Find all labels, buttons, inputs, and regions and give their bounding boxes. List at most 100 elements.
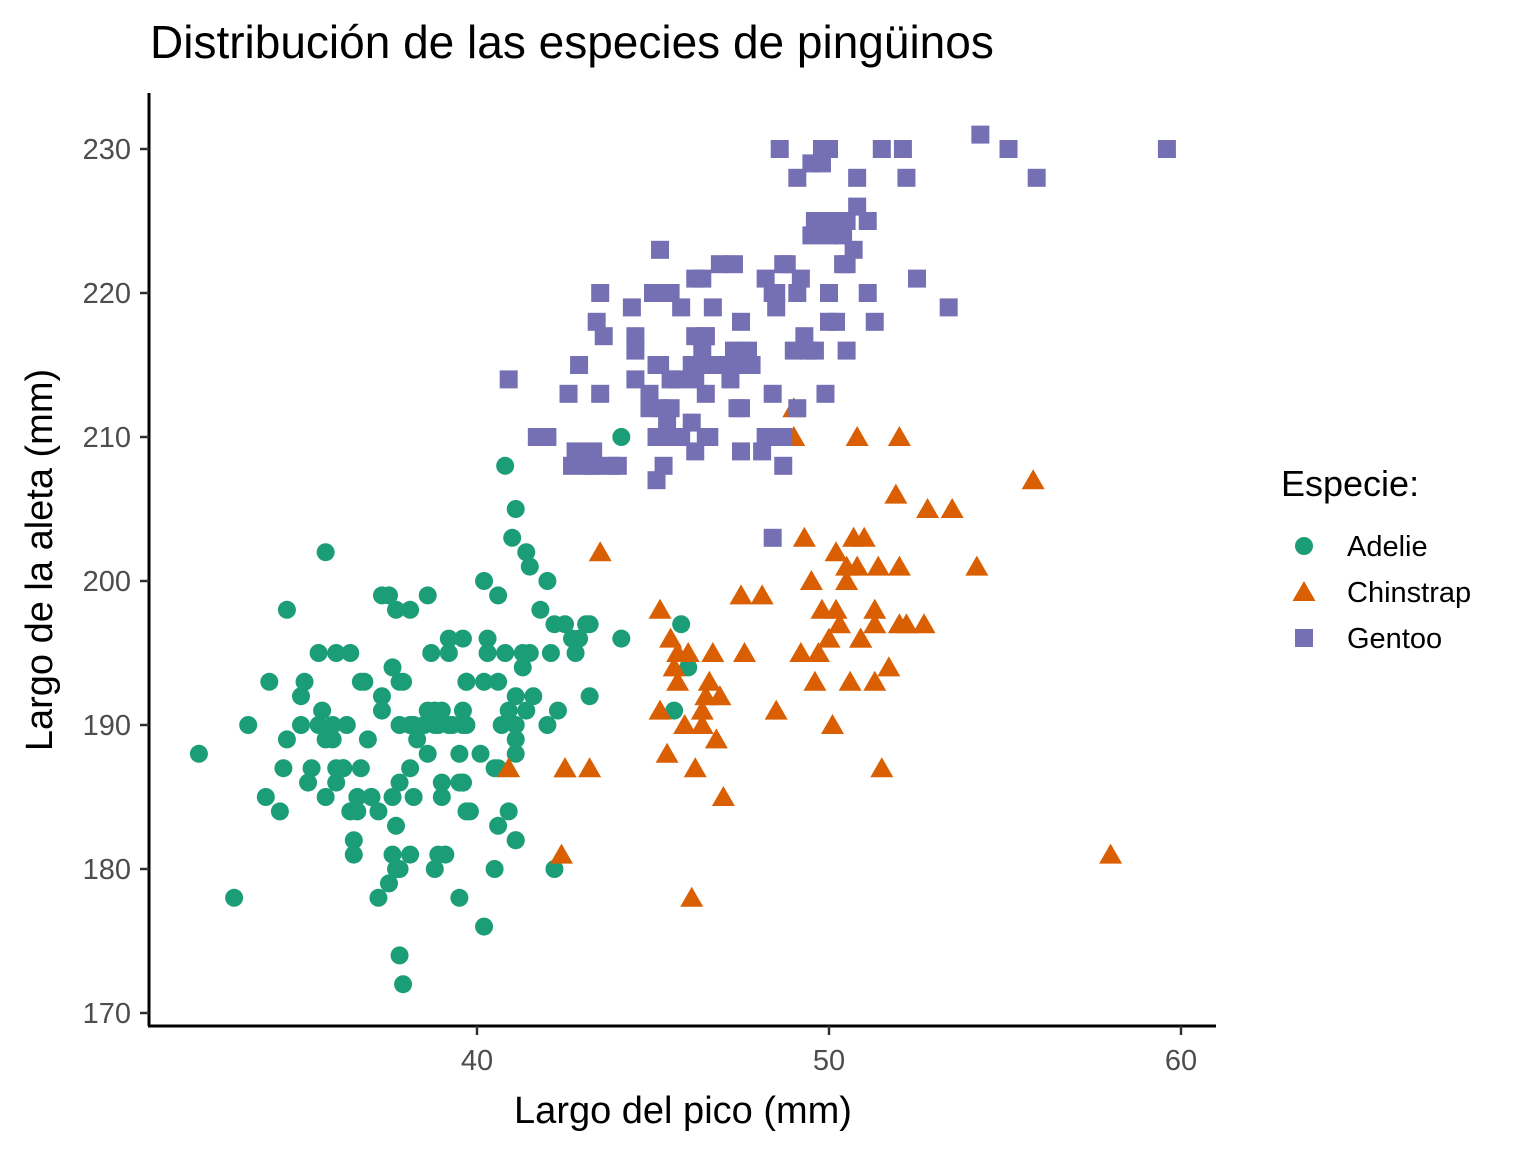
point-chinstrap xyxy=(701,642,725,662)
point-adelie xyxy=(475,672,494,691)
point-chinstrap xyxy=(912,613,936,634)
point-adelie xyxy=(372,687,391,706)
point-adelie xyxy=(513,658,532,677)
point-chinstrap xyxy=(792,526,816,547)
legend-key-gentoo xyxy=(1295,629,1313,647)
legend-label: Chinstrap xyxy=(1347,577,1471,609)
point-gentoo xyxy=(763,384,782,403)
point-adelie xyxy=(489,816,508,835)
point-chinstrap xyxy=(683,757,707,778)
point-gentoo xyxy=(570,356,589,374)
point-adelie xyxy=(612,629,631,648)
point-adelie xyxy=(492,716,511,734)
point-adelie xyxy=(471,744,490,763)
point-adelie xyxy=(506,831,525,850)
point-chinstrap xyxy=(549,843,573,864)
point-chinstrap xyxy=(673,714,697,734)
point-gentoo xyxy=(848,197,867,216)
point-chinstrap xyxy=(764,699,788,720)
point-gentoo xyxy=(908,269,926,288)
point-adelie xyxy=(323,716,342,734)
point-adelie xyxy=(295,672,314,691)
point-adelie xyxy=(369,802,388,821)
point-chinstrap xyxy=(553,757,577,778)
legend-item-gentoo: Gentoo xyxy=(1295,623,1442,655)
point-gentoo xyxy=(791,269,810,288)
point-gentoo xyxy=(584,456,603,475)
point-adelie xyxy=(499,701,518,720)
point-adelie xyxy=(189,744,208,763)
point-gentoo xyxy=(823,212,842,230)
point-chinstrap xyxy=(863,670,887,691)
point-chinstrap xyxy=(824,598,848,619)
point-adelie xyxy=(478,644,497,662)
data-points xyxy=(189,125,1176,994)
point-gentoo xyxy=(693,341,712,360)
point-gentoo xyxy=(566,442,585,461)
point-adelie xyxy=(475,572,494,590)
point-gentoo xyxy=(686,370,705,389)
x-axis-title: Largo del pico (mm) xyxy=(514,1090,852,1132)
point-gentoo xyxy=(774,456,793,475)
point-gentoo xyxy=(559,384,578,403)
point-gentoo xyxy=(795,327,814,346)
point-chinstrap xyxy=(821,714,845,734)
point-adelie xyxy=(401,600,420,619)
point-gentoo xyxy=(802,226,821,245)
point-adelie xyxy=(503,528,522,547)
point-gentoo xyxy=(499,370,518,389)
point-adelie xyxy=(580,687,599,706)
point-adelie xyxy=(489,586,508,605)
point-adelie xyxy=(401,759,420,778)
point-gentoo xyxy=(591,384,610,403)
point-chinstrap xyxy=(849,627,873,648)
point-gentoo xyxy=(893,140,912,158)
point-chinstrap xyxy=(690,699,714,720)
point-gentoo xyxy=(812,154,831,173)
point-chinstrap xyxy=(842,526,866,547)
point-gentoo xyxy=(587,312,606,331)
point-chinstrap xyxy=(697,670,721,691)
point-adelie xyxy=(348,788,367,806)
point-adelie xyxy=(432,773,451,792)
point-adelie xyxy=(341,644,360,662)
x-tick-label: 40 xyxy=(461,1045,493,1077)
point-gentoo xyxy=(732,399,750,418)
point-gentoo xyxy=(756,269,775,288)
point-adelie xyxy=(344,845,363,864)
point-adelie xyxy=(538,572,557,590)
point-chinstrap xyxy=(1099,843,1123,864)
point-chinstrap xyxy=(704,728,728,749)
point-gentoo xyxy=(644,284,662,302)
point-chinstrap xyxy=(884,483,908,504)
point-adelie xyxy=(541,644,560,662)
point-gentoo xyxy=(798,341,817,360)
point-adelie xyxy=(390,716,409,734)
point-gentoo xyxy=(626,327,645,346)
y-tick-label: 230 xyxy=(83,134,131,166)
point-gentoo xyxy=(858,284,877,302)
point-gentoo xyxy=(651,356,670,374)
point-chinstrap xyxy=(863,598,887,619)
point-gentoo xyxy=(784,341,803,360)
point-gentoo xyxy=(788,399,807,418)
point-chinstrap xyxy=(789,642,813,662)
point-adelie xyxy=(327,759,346,778)
point-gentoo xyxy=(763,528,782,547)
point-chinstrap xyxy=(497,757,521,778)
y-tick-label: 170 xyxy=(83,998,131,1030)
point-adelie xyxy=(277,730,296,749)
point-gentoo xyxy=(872,140,891,158)
point-gentoo xyxy=(724,255,743,274)
point-gentoo xyxy=(767,284,786,302)
point-gentoo xyxy=(601,456,620,475)
point-adelie xyxy=(506,500,525,518)
point-chinstrap xyxy=(894,613,918,634)
legend-item-chinstrap: Chinstrap xyxy=(1292,577,1471,609)
point-gentoo xyxy=(739,341,758,360)
point-chinstrap xyxy=(803,670,827,691)
point-chinstrap xyxy=(817,627,841,648)
point-gentoo xyxy=(724,341,743,360)
point-gentoo xyxy=(756,428,775,446)
y-axis-title: Largo de la aleta (mm) xyxy=(19,369,61,751)
